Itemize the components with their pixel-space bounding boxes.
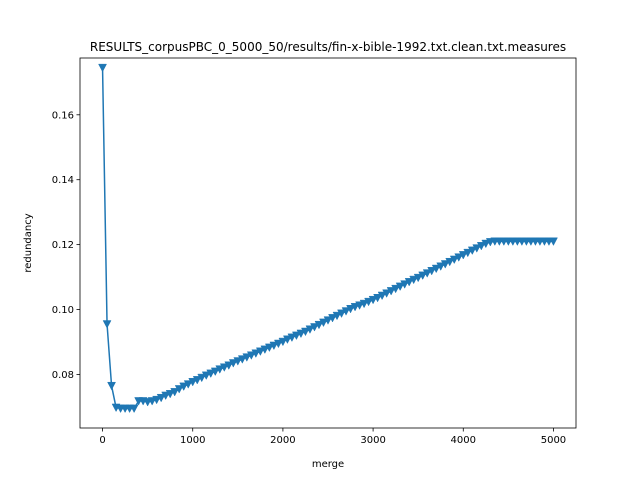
data-point-marker	[319, 318, 328, 328]
data-point-marker	[292, 331, 301, 341]
data-point-marker	[174, 385, 184, 394]
data-point-marker	[210, 367, 220, 377]
y-axis-title: redundancy	[23, 213, 34, 272]
x-tick-label: 1000	[180, 435, 205, 446]
x-tick-label: 2000	[270, 435, 295, 446]
data-point-marker	[228, 359, 238, 368]
data-point-marker	[377, 291, 387, 301]
data-point-marker	[255, 347, 265, 356]
data-point-marker	[183, 380, 193, 389]
data-point-marker	[350, 303, 360, 312]
data-point-marker	[224, 361, 234, 370]
data-point-marker	[260, 345, 270, 354]
data-point-marker	[476, 242, 486, 251]
data-point-marker	[287, 333, 297, 342]
y-tick-label: 0.14	[52, 175, 74, 186]
data-point-marker	[233, 357, 243, 366]
data-point-marker	[161, 391, 171, 401]
data-point-marker	[170, 388, 180, 397]
data-point-marker	[427, 267, 437, 276]
data-point-marker	[237, 355, 247, 364]
data-point-marker	[436, 262, 446, 271]
data-point-marker	[188, 378, 198, 387]
data-point-marker	[251, 349, 261, 358]
data-point-marker	[422, 269, 432, 278]
data-point-marker	[310, 323, 319, 332]
data-point-marker	[472, 244, 482, 253]
data-point-marker	[549, 237, 558, 246]
data-point-marker	[98, 63, 107, 73]
data-point-marker	[449, 255, 459, 265]
data-point-marker	[273, 339, 283, 349]
x-tick-label: 4000	[451, 435, 476, 446]
y-tick-label: 0.16	[52, 110, 74, 121]
data-point-marker	[156, 393, 166, 403]
data-point-marker	[413, 273, 423, 283]
x-tick-label: 0	[99, 435, 105, 446]
data-point-marker	[359, 299, 369, 309]
data-point-marker	[165, 390, 175, 399]
data-point-marker	[269, 341, 279, 351]
data-point-marker	[458, 251, 468, 260]
data-point-marker	[467, 246, 477, 256]
data-point-marker	[301, 327, 310, 337]
data-point-marker	[404, 278, 414, 287]
data-point-marker	[382, 289, 392, 298]
data-point-marker	[400, 280, 410, 289]
data-point-marker	[323, 316, 333, 325]
data-point-marker	[454, 253, 464, 262]
data-point-marker	[440, 260, 450, 269]
data-point-marker	[445, 257, 455, 267]
x-tick-label: 5000	[541, 435, 566, 446]
data-point-marker	[355, 301, 364, 310]
chart-title: RESULTS_corpusPBC_0_5000_50/results/fin-…	[90, 40, 566, 54]
y-tick-label: 0.08	[52, 370, 74, 381]
data-point-marker	[346, 305, 355, 314]
data-point-marker	[264, 343, 274, 353]
data-point-marker	[219, 363, 229, 372]
data-point-marker	[409, 275, 419, 285]
data-point-marker	[391, 284, 401, 294]
data-point-marker	[246, 351, 256, 360]
plot-layer	[98, 63, 558, 414]
y-axis: 0.08 0.10 0.12 0.14 0.16	[52, 110, 80, 381]
data-point-marker	[129, 404, 139, 414]
data-point-marker	[107, 381, 116, 391]
x-axis: 0 1000 2000 3000 4000 5000	[99, 428, 566, 446]
data-point-marker	[201, 371, 211, 380]
data-point-marker	[463, 248, 473, 258]
data-point-marker	[481, 239, 491, 249]
data-point-marker	[215, 365, 225, 374]
plot-frame	[79, 57, 577, 429]
data-point-marker	[328, 314, 337, 323]
data-point-marker	[373, 294, 383, 303]
y-tick-label: 0.12	[52, 240, 74, 251]
data-point-marker	[341, 307, 351, 316]
data-point-marker	[305, 325, 315, 334]
data-point-marker	[102, 320, 112, 329]
data-point-marker	[283, 335, 292, 344]
data-point-marker	[197, 373, 207, 383]
data-point-marker	[206, 369, 216, 379]
data-point-marker	[431, 264, 441, 274]
data-point-marker	[314, 320, 324, 330]
data-point-marker	[386, 287, 396, 296]
data-point-marker	[368, 295, 378, 305]
data-point-marker	[364, 297, 373, 307]
data-point-marker	[395, 282, 405, 292]
data-point-marker	[332, 311, 342, 321]
x-axis-title: merge	[312, 459, 344, 470]
data-point-marker	[337, 309, 346, 318]
data-point-marker	[418, 271, 428, 280]
data-point-marker	[179, 382, 189, 391]
y-tick-label: 0.10	[52, 305, 74, 316]
data-point-marker	[242, 353, 252, 362]
data-point-marker	[192, 376, 202, 385]
data-point-marker	[278, 337, 288, 347]
data-point-marker	[296, 329, 306, 339]
x-tick-label: 3000	[360, 435, 385, 446]
data-point-marker	[152, 395, 162, 405]
